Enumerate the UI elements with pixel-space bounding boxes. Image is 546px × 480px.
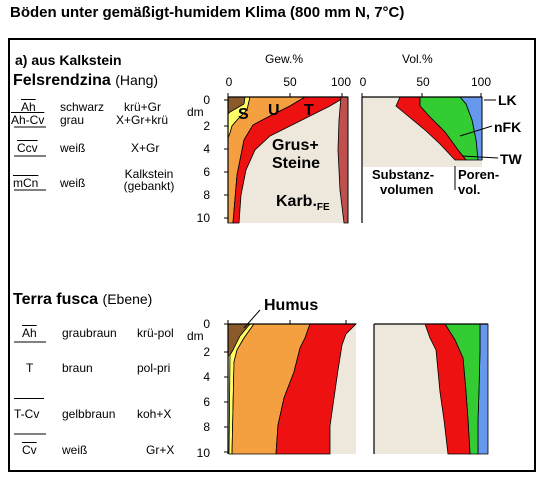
p1-horizon-2-code: Ah-Cv bbox=[11, 113, 45, 127]
subtitle: a) aus Kalkstein bbox=[15, 52, 122, 68]
p2-depth-unit: dm bbox=[187, 329, 204, 343]
humus-label: Humus bbox=[264, 297, 319, 314]
p2-horizon-3-structure: koh+X bbox=[137, 407, 172, 421]
p2-depth-0: 0 bbox=[203, 317, 210, 331]
p2-depth-4: 4 bbox=[203, 370, 210, 384]
sand-label: S bbox=[238, 106, 249, 123]
p1-humus-area bbox=[228, 97, 245, 114]
profile-1-heading: Felsrendzina (Hang) bbox=[13, 73, 158, 89]
pore-label-1: Poren- bbox=[458, 167, 500, 182]
substance-label-2: volumen bbox=[380, 182, 434, 197]
substance-label-1: Substanz- bbox=[372, 167, 435, 182]
p1-tw-area bbox=[395, 96, 467, 161]
p2-horizon-3-code: T-Cv bbox=[14, 407, 40, 421]
p1-clay-area bbox=[232, 96, 347, 224]
tw-label: TW bbox=[500, 151, 522, 167]
silt-label: U bbox=[268, 102, 280, 119]
clay-label: T bbox=[304, 102, 314, 119]
lk-label: LK bbox=[498, 92, 517, 108]
p2-clay-area bbox=[275, 323, 357, 455]
gew-tick-100: 100 bbox=[330, 75, 352, 89]
profile-1-position: (Hang) bbox=[115, 72, 159, 88]
p1-horizon-3-code: Ccv bbox=[17, 141, 38, 155]
p1-depth-6: 6 bbox=[203, 165, 210, 179]
p1-depth-10: 10 bbox=[196, 211, 210, 225]
p2-depth-10: 10 bbox=[196, 446, 210, 460]
grus-label-2: Steine bbox=[272, 155, 321, 172]
p2-horizon-2-code: T bbox=[26, 361, 34, 375]
p2-volume-panel bbox=[373, 323, 489, 455]
p1-depth-2: 2 bbox=[203, 119, 210, 133]
p2-horizon-1-structure: krü-pol bbox=[137, 326, 174, 340]
p1-weight-panel bbox=[224, 93, 349, 224]
p1-horizon-2-color: grau bbox=[60, 113, 85, 127]
vol-tick-0: 0 bbox=[359, 75, 367, 89]
p1-depth-8: 8 bbox=[203, 188, 210, 202]
p1-horizon-3-color: weiß bbox=[60, 141, 86, 155]
p1-horizon-4-color: weiß bbox=[60, 176, 86, 190]
p1-volume-panel bbox=[361, 93, 499, 223]
p2-humus-area bbox=[228, 324, 250, 358]
profile-2-name: Terra fusca bbox=[13, 291, 99, 308]
p1-nfk-leader bbox=[459, 125, 493, 137]
p2-horizon-divider-1 bbox=[14, 398, 44, 399]
profile-2-position: (Ebene) bbox=[102, 291, 153, 307]
p2-horizon-2-color: braun bbox=[62, 361, 93, 375]
p1-horizon-3-structure: X+Gr bbox=[131, 141, 160, 155]
gew-tick-0: 0 bbox=[225, 75, 233, 89]
vol-tick-50: 50 bbox=[416, 75, 430, 89]
p1-horizon-1-color: schwarz bbox=[60, 100, 105, 114]
vol-tick-100: 100 bbox=[470, 75, 492, 89]
p2-depth-8: 8 bbox=[203, 420, 210, 434]
p2-depth-2: 2 bbox=[203, 345, 210, 359]
p1-horizon-1-code: Ah bbox=[21, 100, 36, 114]
p2-horizon-1-color: graubraun bbox=[62, 326, 117, 340]
grus-label-1: Grus+ bbox=[272, 137, 319, 154]
gew-axis-label: Gew.% bbox=[265, 52, 304, 66]
p2-horizon-3-color: gelbbraun bbox=[62, 407, 116, 421]
gew-tick-50: 50 bbox=[283, 75, 297, 89]
p1-horizon-4-structure: Kalkstein (gebankt) bbox=[123, 167, 175, 193]
p1-horizon-2-structure: X+Gr+krü bbox=[116, 113, 169, 127]
p2-horizon-4-structure: Gr+X bbox=[146, 443, 175, 457]
vol-axis-label: Vol.% bbox=[402, 52, 433, 66]
p2-horizon-1-code: Ah bbox=[22, 326, 37, 340]
diagram-frame bbox=[8, 38, 536, 472]
p2-weight-panel bbox=[224, 309, 357, 455]
pore-label-2: vol. bbox=[458, 182, 481, 197]
p2-horizon-4-color: weiß bbox=[62, 443, 88, 457]
p2-horizon-2-structure: pol-pri bbox=[137, 361, 171, 375]
p2-horizon-4-code: Cv bbox=[22, 443, 37, 457]
p1-depth-0: 0 bbox=[203, 93, 210, 107]
profile-2-heading: Terra fusca (Ebene) bbox=[13, 292, 152, 308]
nfk-label: nFK bbox=[494, 119, 522, 135]
p2-depth-6: 6 bbox=[203, 395, 210, 409]
karb-label: Karb.FE bbox=[276, 193, 330, 214]
p1-depth-unit: dm bbox=[187, 105, 204, 119]
p1-tw-leader bbox=[461, 155, 499, 159]
p2-tw-area bbox=[424, 323, 471, 455]
p1-depth-4: 4 bbox=[203, 142, 210, 156]
p1-horizon-4-code: mCn bbox=[13, 176, 39, 190]
main-title: Böden unter gemäßigt-humidem Klima (800 … bbox=[10, 4, 405, 21]
p2-humus-leader bbox=[243, 309, 261, 329]
p1-horizon-1-structure: krü+Gr bbox=[124, 100, 162, 114]
profile-1-name: Felsrendzina bbox=[13, 72, 111, 89]
